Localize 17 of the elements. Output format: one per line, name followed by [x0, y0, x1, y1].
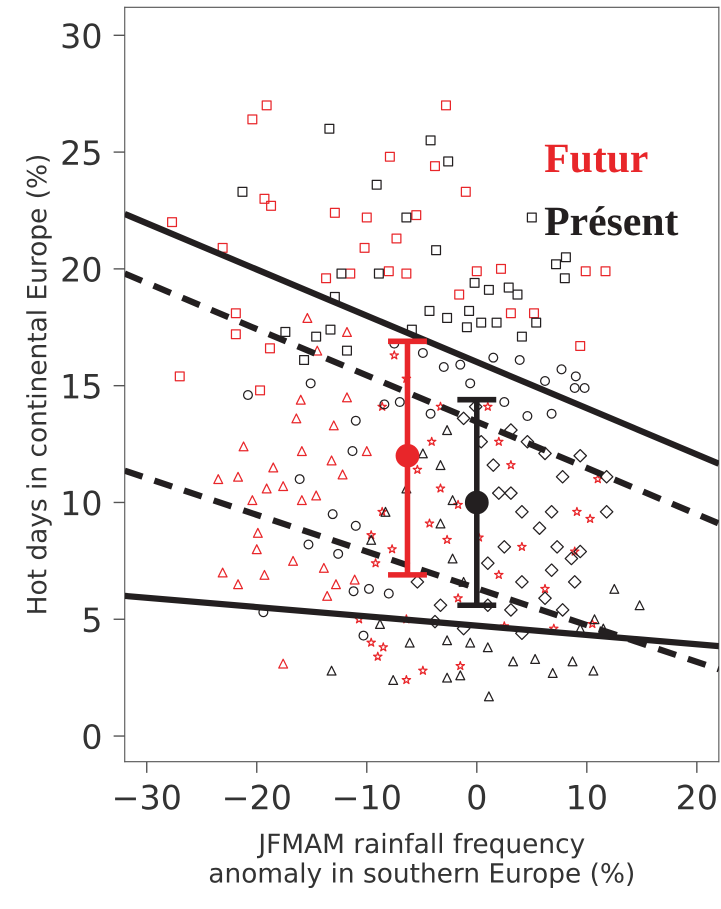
x-tick-label: 20 — [678, 784, 716, 810]
y-axis-title: Hot days in continental Europe (%) — [26, 156, 52, 613]
y-tick-label: 5 — [84, 608, 100, 632]
text: Présent — [544, 206, 678, 236]
x-tick-label: −20 — [225, 784, 290, 810]
x-tick-label: 0 — [468, 784, 486, 810]
y-tick-label: 15 — [64, 374, 100, 399]
y-tick-label: 30 — [62, 23, 100, 48]
x-tick-label: −30 — [115, 784, 180, 810]
y-tick-label: 10 — [64, 490, 100, 516]
x-tick-label: 10 — [569, 784, 606, 810]
y-tick-label: 0 — [84, 724, 100, 750]
y-tick-label: 20 — [62, 256, 100, 282]
x-axis-title: JFMAM rainfall frequency anomaly in southern Europe (%) — [210, 832, 634, 888]
x-tick-label: −10 — [335, 784, 400, 810]
text: Futur — [544, 144, 648, 173]
y-tick-label: 25 — [62, 140, 100, 166]
